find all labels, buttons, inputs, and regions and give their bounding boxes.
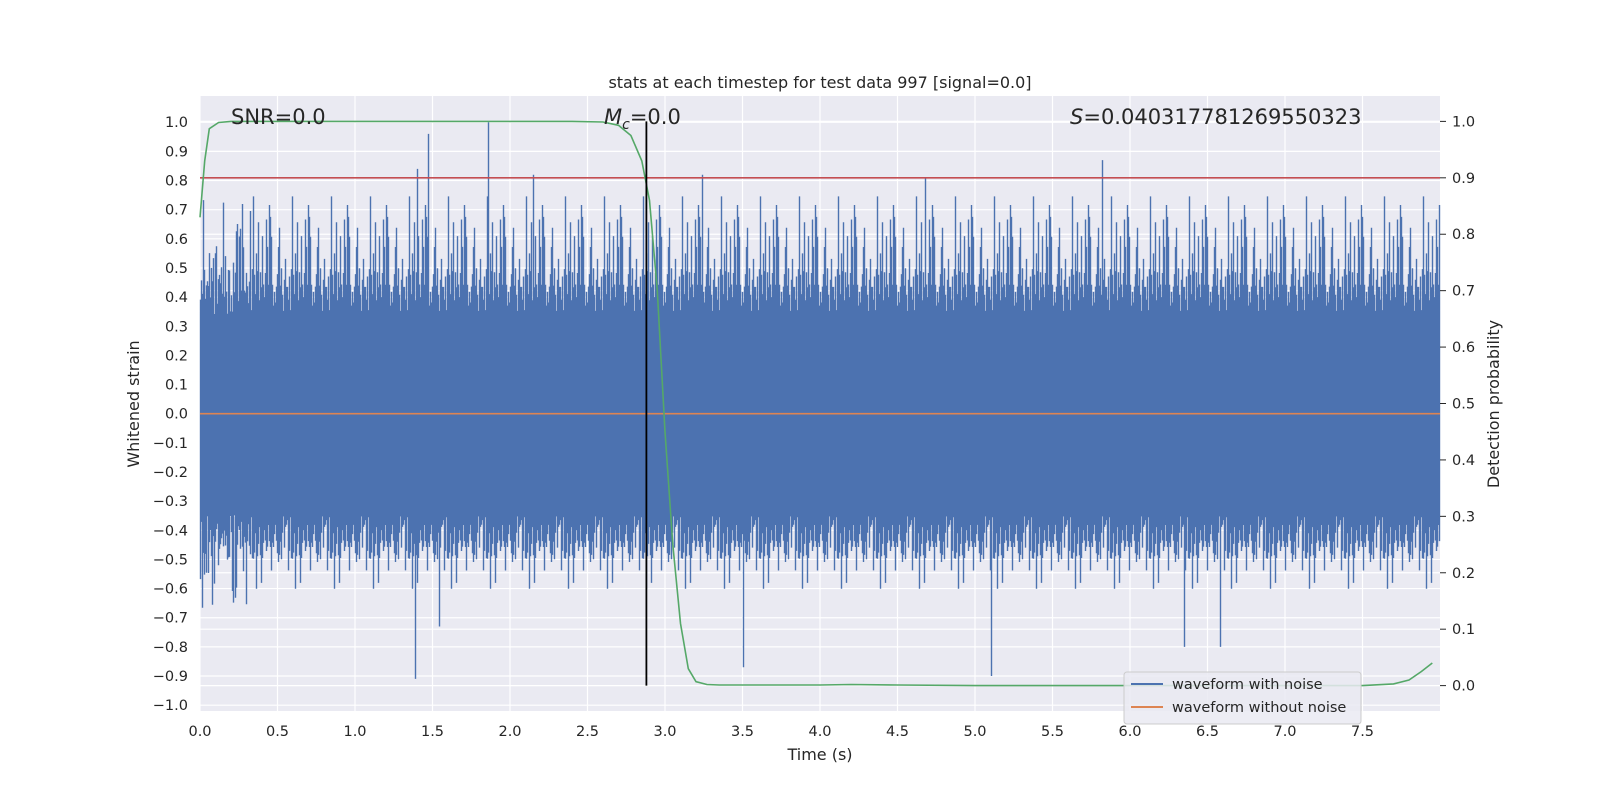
y-tick-label: 0.0 xyxy=(165,407,188,423)
y-tick-label: 0.6 xyxy=(165,232,188,248)
statistic-symbol: S xyxy=(1070,105,1083,129)
y-tick-label: −1.0 xyxy=(153,698,188,714)
x-axis-label: Time (s) xyxy=(786,745,852,764)
tick-labels: 0.0 0.5 1.0 1.5 2.0 2.5 3.0 3.5 4.0 4.5 5.0 5.5 6.0 6… xyxy=(153,114,1475,740)
x-tick-label: 2.5 xyxy=(576,724,599,740)
x-tick-label: 5.5 xyxy=(1041,724,1064,740)
y-tick-label: −0.2 xyxy=(153,465,188,481)
y-tick-label: −0.6 xyxy=(153,582,188,598)
x-tick-label: 6.0 xyxy=(1118,724,1141,740)
y2-tick-label: 0.6 xyxy=(1452,340,1475,356)
chirp-mass-annotation: Mc=0.0 xyxy=(604,105,681,133)
y-tick-label: −0.7 xyxy=(153,611,188,627)
statistic-value: =0.040317781269550323 xyxy=(1083,105,1361,129)
y-tick-label: −0.9 xyxy=(153,669,188,685)
y2-tick-label: 0.2 xyxy=(1452,566,1475,582)
x-tick-label: 0.0 xyxy=(188,724,211,740)
y-tick-label: −0.3 xyxy=(153,494,188,510)
legend-label-clean: waveform without noise xyxy=(1172,700,1346,716)
chirp-mass-symbol: M xyxy=(604,105,622,129)
legend: waveform with noise waveform without noi… xyxy=(1123,671,1362,725)
x-tick-label: 1.5 xyxy=(421,724,444,740)
y2-tick-label: 1.0 xyxy=(1452,114,1475,130)
x-tick-label: 2.0 xyxy=(498,724,521,740)
y-tick-label: −0.5 xyxy=(153,552,188,568)
y-tick-label: 0.4 xyxy=(165,290,188,306)
y2-tick-label: 0.5 xyxy=(1452,397,1475,413)
chirp-mass-subscript: c xyxy=(622,117,630,133)
x-tick-label: 4.5 xyxy=(886,724,909,740)
y-tick-label: 0.9 xyxy=(165,144,188,160)
x-tick-label: 7.0 xyxy=(1273,724,1296,740)
x-tick-label: 3.5 xyxy=(731,724,754,740)
y-tick-label: −0.4 xyxy=(153,523,188,539)
y2-tick-label: 0.1 xyxy=(1452,622,1475,638)
y-axis-label: Whitened strain xyxy=(124,340,143,467)
y-tick-label: −0.8 xyxy=(153,640,188,656)
y-tick-label: 0.2 xyxy=(165,348,188,364)
y2-tick-label: 0.8 xyxy=(1452,227,1475,243)
y2-tick-label: 0.9 xyxy=(1452,171,1475,187)
x-tick-label: 4.0 xyxy=(808,724,831,740)
chart-title: stats at each timestep for test data 997… xyxy=(608,73,1031,92)
y2-tick-label: 0.4 xyxy=(1452,453,1475,469)
y-tick-label: 0.7 xyxy=(165,203,188,219)
x-tick-label: 0.5 xyxy=(266,724,289,740)
y2-tick-label: 0.3 xyxy=(1452,509,1475,525)
snr-annotation: SNR=0.0 xyxy=(231,105,326,129)
y-tick-label: 0.5 xyxy=(165,261,188,277)
y-tick-label: 0.1 xyxy=(165,378,188,394)
y2-axis-label: Detection probability xyxy=(1484,320,1503,488)
y2-tick-label: 0.0 xyxy=(1452,679,1475,695)
legend-label-noise: waveform with noise xyxy=(1172,677,1323,693)
legend-box xyxy=(1123,671,1362,725)
y-tick-label: −0.1 xyxy=(153,436,188,452)
y2-tick-label: 0.7 xyxy=(1452,284,1475,300)
x-tick-label: 3.0 xyxy=(653,724,676,740)
x-tick-label: 7.5 xyxy=(1351,724,1374,740)
x-tick-label: 1.0 xyxy=(343,724,366,740)
y-tick-label: 0.3 xyxy=(165,319,188,335)
chirp-mass-value: =0.0 xyxy=(630,105,681,129)
statistic-annotation: S=0.040317781269550323 xyxy=(1070,105,1361,129)
x-tick-label: 5.0 xyxy=(963,724,986,740)
y-tick-label: 0.8 xyxy=(165,174,188,190)
y-tick-label: 1.0 xyxy=(165,115,188,131)
x-tick-label: 6.5 xyxy=(1196,724,1219,740)
